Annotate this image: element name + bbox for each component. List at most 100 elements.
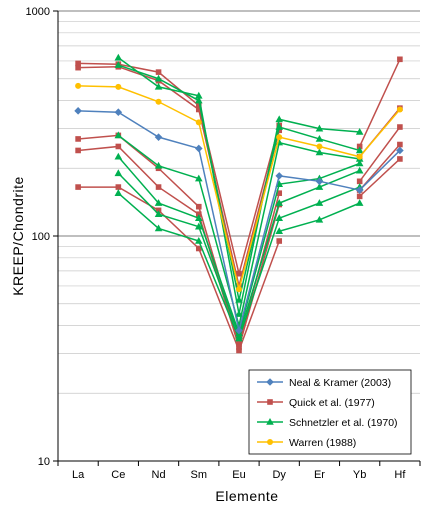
- legend: Neal & Kramer (2003) Quick et al. (1977) S…: [248, 369, 412, 455]
- series-1: [75, 63, 403, 289]
- y-axis-title: KREEP/Chondrite: [10, 176, 26, 296]
- legend-marker: [267, 399, 273, 405]
- data-point: [236, 286, 242, 293]
- data-point: [396, 106, 403, 113]
- data-point: [154, 210, 163, 217]
- data-point: [315, 124, 324, 132]
- data-point: [235, 326, 243, 335]
- data-point: [75, 60, 81, 67]
- data-point: [194, 237, 203, 244]
- data-point: [155, 69, 162, 75]
- data-point: [154, 82, 163, 90]
- data-point: [235, 334, 243, 342]
- x-tick-label: La: [72, 469, 85, 481]
- legend-label: Warren (1988): [289, 437, 356, 449]
- data-point: [155, 184, 162, 190]
- data-point: [355, 166, 364, 174]
- data-point: [355, 127, 364, 135]
- data-point: [154, 74, 163, 82]
- x-tick-label: Nd: [152, 469, 166, 481]
- y-tick-label: 10: [38, 456, 50, 468]
- data-point: [315, 148, 324, 156]
- data-point: [356, 153, 363, 160]
- data-point: [75, 82, 82, 89]
- data-point: [236, 270, 242, 277]
- data-point: [397, 141, 403, 148]
- data-point: [115, 83, 122, 90]
- data-point: [397, 56, 403, 63]
- legend-label: Neal & Kramer (2003): [289, 377, 391, 389]
- data-point: [355, 199, 364, 206]
- data-point: [356, 178, 363, 185]
- data-point: [236, 344, 242, 351]
- data-point: [195, 102, 202, 109]
- series-line: [78, 158, 401, 353]
- legend-label: Schnetzler et al. (1970): [289, 417, 398, 429]
- data-point: [236, 341, 242, 348]
- series-2: [275, 199, 364, 235]
- legend-marker: [267, 439, 273, 445]
- legend-box: [248, 369, 412, 455]
- data-point: [315, 199, 324, 206]
- data-point: [74, 107, 82, 115]
- data-point: [236, 347, 242, 354]
- series-2: [114, 61, 364, 303]
- data-point: [276, 238, 283, 244]
- legend-label: Quick et al. (1977): [289, 397, 375, 409]
- data-point: [355, 186, 364, 194]
- x-axis-title: Elemente: [215, 488, 278, 504]
- data-point: [195, 106, 202, 113]
- x-tick-label: Dy: [272, 469, 286, 481]
- data-point: [356, 193, 363, 200]
- y-tick-label: 1000: [26, 6, 50, 18]
- data-point: [275, 227, 284, 235]
- data-point: [195, 119, 202, 126]
- data-point: [397, 124, 403, 130]
- data-point: [275, 123, 284, 130]
- y-tick-label: 100: [32, 231, 50, 243]
- x-tick-label: Hf: [394, 469, 406, 481]
- data-point: [194, 144, 203, 153]
- series-1: [75, 156, 403, 354]
- data-point: [276, 190, 283, 196]
- data-point: [275, 199, 284, 206]
- data-point: [195, 245, 202, 252]
- data-point: [355, 159, 364, 167]
- data-point: [114, 108, 123, 116]
- data-point: [75, 184, 81, 190]
- series-line: [78, 144, 401, 351]
- data-point: [396, 146, 404, 155]
- data-point: [275, 115, 284, 123]
- data-point: [315, 215, 324, 223]
- data-point: [114, 152, 123, 160]
- data-point: [154, 224, 163, 232]
- data-point: [276, 134, 283, 141]
- data-point: [315, 134, 324, 142]
- series-2: [114, 53, 364, 317]
- series-0: [74, 107, 404, 335]
- data-point: [194, 91, 203, 99]
- data-point: [154, 161, 163, 169]
- data-point: [75, 64, 81, 71]
- data-point: [275, 172, 284, 180]
- x-tick-label: Er: [314, 469, 325, 481]
- legend-marker: [266, 378, 274, 386]
- data-point: [115, 143, 122, 150]
- data-point: [154, 133, 163, 141]
- data-point: [194, 214, 203, 221]
- data-point: [275, 214, 284, 221]
- data-point: [194, 222, 203, 230]
- series-3: [75, 82, 403, 293]
- data-point: [236, 283, 242, 289]
- data-point: [114, 53, 123, 61]
- series-line: [78, 66, 401, 287]
- series-2: [114, 183, 364, 342]
- data-point: [75, 136, 81, 142]
- x-tick-label: Eu: [232, 469, 245, 481]
- data-point: [114, 169, 123, 177]
- data-point: [114, 61, 123, 68]
- data-point: [315, 177, 324, 186]
- data-point: [75, 147, 81, 154]
